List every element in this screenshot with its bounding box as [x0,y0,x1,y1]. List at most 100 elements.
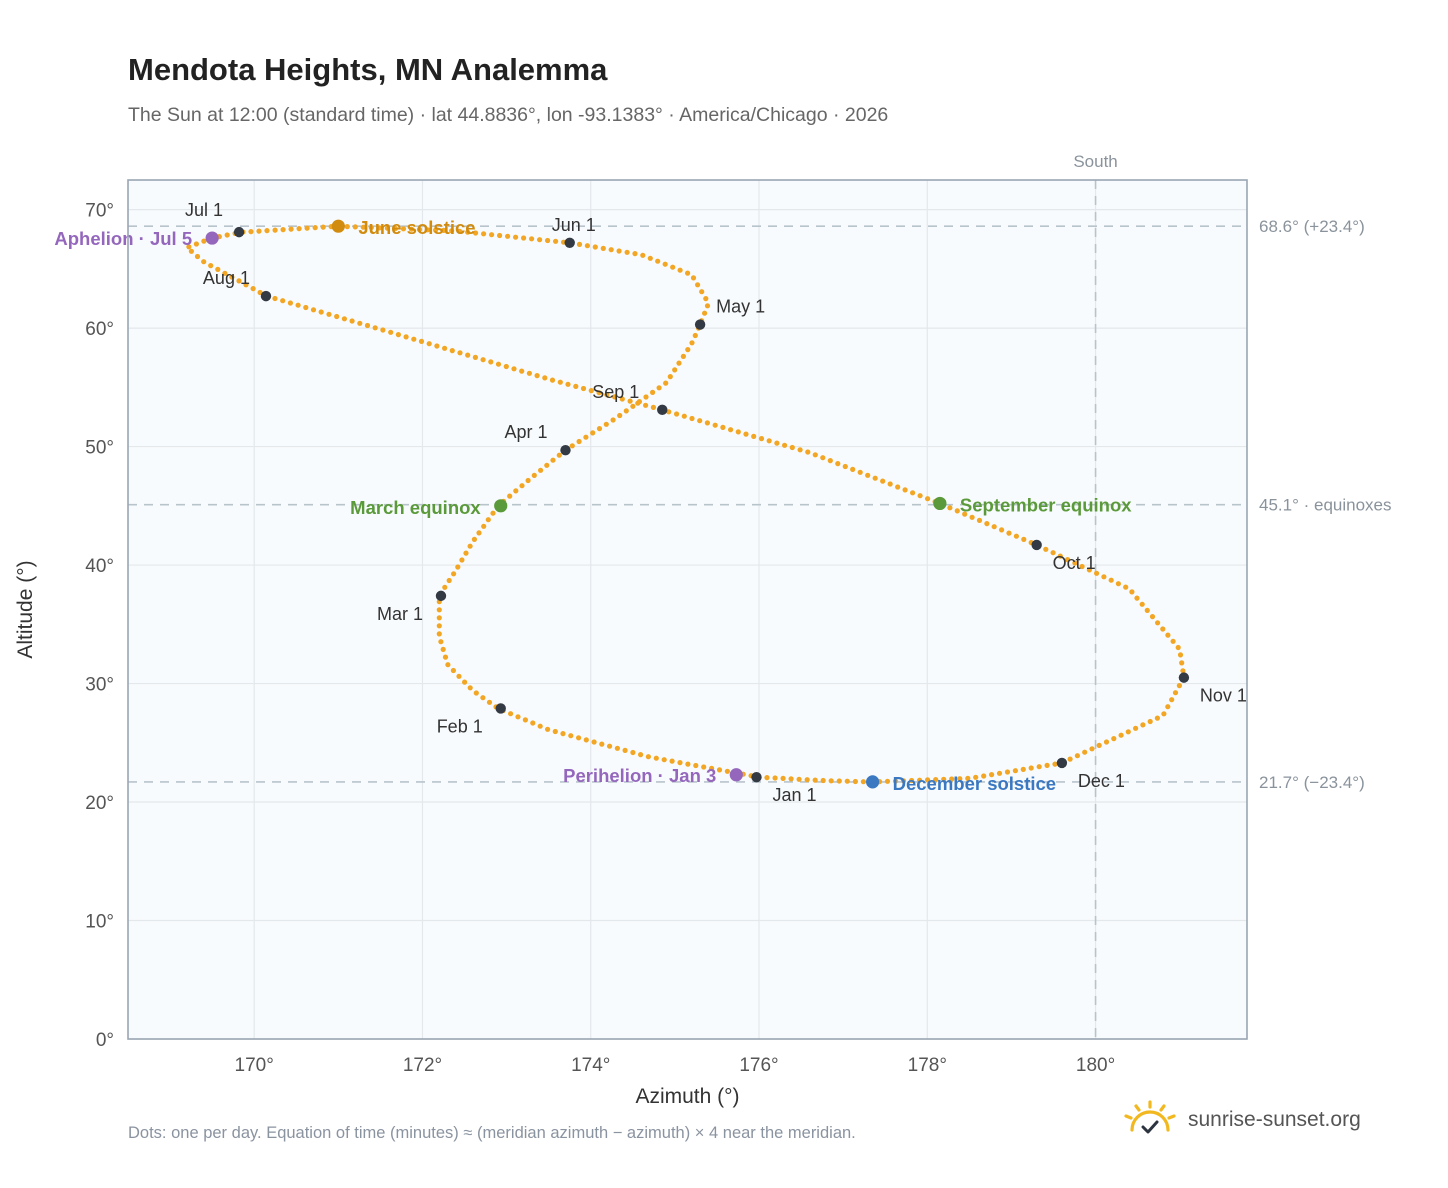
daily-dot [425,227,431,233]
daily-dot [1013,533,1020,539]
daily-dot [630,403,636,409]
daily-dot [408,226,415,232]
daily-dot [1094,570,1100,576]
daily-dot [647,255,653,261]
daily-dot [201,259,207,265]
daily-dot [941,776,947,782]
daily-dot [368,224,374,231]
reference-line-label: 21.7° (−23.4°) [1259,773,1365,792]
daily-dot [364,322,371,329]
daily-dot [357,320,363,326]
daily-dot [442,584,448,590]
event-marker [331,219,345,233]
daily-dot [208,263,214,269]
daily-dot [712,422,718,428]
daily-dot [434,343,440,349]
daily-dot [772,775,778,781]
daily-dot [701,764,707,770]
reference-line-label: 45.1° · equinoxes [1259,496,1392,515]
daily-dot [576,438,582,445]
daily-dot [303,304,309,311]
daily-dot [976,517,983,524]
daily-dot [380,327,386,333]
daily-dot [704,303,711,309]
daily-dot [1036,764,1042,770]
daily-dot [884,778,891,784]
daily-dot [530,720,536,726]
month-label: Jun 1 [552,215,596,235]
daily-dot [610,417,616,423]
daily-dot [1149,614,1156,620]
daily-dot [392,225,398,232]
daily-dot [395,332,401,338]
daily-dot [766,438,772,444]
daily-dot [638,752,644,758]
daily-dot [186,244,192,250]
daily-dot [844,778,850,784]
daily-dot [568,733,574,739]
daily-dot [388,329,394,335]
plot-frame [127,179,1248,1040]
daily-dot [400,226,407,232]
daily-dot [462,679,468,685]
daily-dot [604,392,610,398]
reference-line-label: South [1073,152,1117,171]
daily-dot [812,452,818,458]
month-label: Jul 1 [185,200,223,220]
daily-dot [789,444,795,451]
daily-dot [1155,620,1161,626]
daily-dot [693,762,699,769]
daily-dot [999,527,1005,533]
daily-dot [716,767,723,773]
daily-dot [488,359,494,365]
daily-dot [669,758,675,764]
daily-dot [996,770,1003,776]
daily-dot [667,374,673,380]
daily-dot [619,396,625,402]
daily-dot [608,247,614,253]
month-label: Feb 1 [437,716,483,736]
daily-dot [296,226,302,232]
event-label: Aphelion · Jul 5 [54,228,192,249]
daily-dot [433,227,439,233]
daily-dot [476,530,482,536]
daily-dot [449,228,455,234]
daily-dot [728,427,734,433]
daily-dot [680,353,687,359]
daily-dot [1165,704,1171,710]
daily-dot [485,517,491,523]
daily-dot [451,571,457,577]
daily-dot [900,778,907,784]
daily-dot [588,388,594,394]
daily-dot [360,224,366,230]
daily-dot [436,607,442,613]
daily-dot [616,248,622,254]
daily-dot [1111,736,1117,742]
daily-dot [1074,753,1080,759]
daily-dot [280,227,286,233]
daily-dot [549,377,556,383]
daily-dot [384,225,390,231]
daily-dot [670,264,676,270]
daily-dot [812,777,818,783]
daily-dot [576,241,583,247]
daily-dot [272,227,278,233]
daily-dot [676,360,682,366]
daily-dot [550,457,556,463]
month-label: May 1 [716,297,765,317]
daily-dot [962,511,968,517]
daily-dot [689,340,695,346]
daily-dot [917,777,923,783]
event-label: September equinox [960,494,1132,515]
daily-dot [828,778,834,784]
daily-dot [1101,574,1107,580]
chart-subtitle: The Sun at 12:00 (standard time) · lat 4… [128,104,889,126]
daily-dot [674,411,680,417]
brand[interactable]: sunrise-sunset.org [1122,1100,1361,1140]
daily-dot [957,776,963,782]
daily-dot [544,462,550,468]
daily-dot [902,487,908,493]
daily-dot [1028,765,1034,771]
daily-dot [1147,718,1153,725]
daily-dot [565,381,571,387]
